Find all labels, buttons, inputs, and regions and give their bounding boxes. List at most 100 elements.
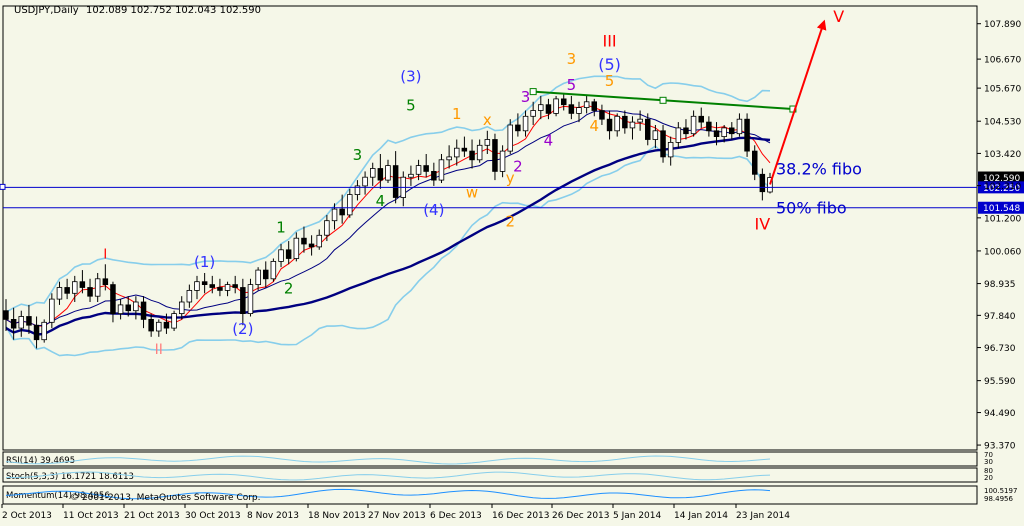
candle: [744, 113, 750, 157]
candle: [752, 145, 758, 181]
wave-label: (2): [232, 320, 253, 338]
candle: [522, 110, 529, 137]
candle-body: [377, 168, 384, 181]
candle-body: [278, 249, 284, 262]
x-tick-label: 27 Nov 2013: [368, 511, 426, 521]
price-tag-label: 102.590: [983, 174, 1020, 184]
candle-body: [171, 313, 177, 329]
candle: [660, 124, 666, 163]
wave-label: 5: [567, 76, 577, 94]
x-tick-label: 8 Nov 2013: [247, 511, 299, 521]
candle: [553, 95, 559, 117]
candle: [171, 310, 177, 332]
candle-body: [56, 287, 63, 300]
candle-body: [561, 98, 567, 106]
candle-body: [683, 127, 689, 135]
wave-label: I: [103, 247, 107, 262]
candle-body: [270, 260, 277, 280]
price-tag: [978, 181, 1024, 194]
candle-body: [744, 118, 750, 152]
candle-body: [72, 281, 78, 294]
chart-header: USDJPY,Daily: [14, 5, 79, 16]
candle-body: [26, 316, 32, 326]
x-tick-label: 5 Jan 2014: [613, 511, 661, 521]
wave-label: 3: [353, 146, 363, 164]
candle: [10, 307, 17, 340]
candle-body: [706, 121, 712, 132]
price-tag-label: 102.250: [983, 184, 1020, 194]
candle-body: [767, 177, 773, 193]
candle: [629, 116, 636, 140]
candle-body: [316, 234, 322, 248]
candle-body: [729, 127, 735, 135]
wave-label: (3): [400, 67, 421, 85]
candle: [599, 104, 605, 125]
candle: [110, 281, 116, 323]
candle: [683, 119, 689, 140]
candle: [721, 124, 727, 143]
trendline-handle: [659, 96, 667, 104]
candle-body: [530, 110, 536, 117]
candle: [102, 264, 109, 291]
candle: [178, 296, 185, 320]
candle-body: [385, 165, 391, 181]
indicator-trace: [5, 488, 771, 500]
y-tick-label: 103.420: [984, 150, 1021, 160]
candle: [492, 133, 498, 181]
wave-label: (4): [423, 201, 444, 219]
candle: [614, 113, 620, 137]
time-axis: 2 Oct 2013 11 Oct 2013 21 Oct 2013 30 Oct 2…: [1, 504, 790, 521]
candle-body: [476, 144, 483, 161]
bollinger-lower: [5, 145, 771, 357]
candle: [270, 258, 277, 282]
indicator-label: Stoch(5,3,3) 16.1721 18.6113: [6, 472, 134, 482]
drawn-objects: [529, 19, 827, 185]
candle: [186, 284, 193, 308]
candle: [606, 110, 613, 140]
indicator-axis-label: 98.4956: [984, 495, 1013, 503]
candle-body: [568, 104, 575, 114]
bollinger-upper: [5, 75, 771, 313]
indicator-axis-label: 100.5197: [984, 487, 1017, 495]
candle: [285, 241, 292, 265]
y-tick-label: 93.370: [984, 442, 1016, 452]
candle: [545, 98, 552, 120]
candle-body: [591, 101, 598, 111]
candle-body: [301, 237, 307, 245]
candle: [675, 122, 682, 149]
candle-body: [759, 173, 766, 193]
candle: [148, 313, 154, 337]
candle-body: [637, 118, 643, 123]
candle: [293, 232, 300, 262]
candle-body: [117, 304, 124, 314]
wave-label: 3: [567, 50, 577, 68]
candle-body: [339, 208, 345, 216]
wave-label: (1): [194, 253, 215, 271]
candle-body: [247, 284, 254, 315]
candle: [377, 154, 384, 189]
y-tick-label: 102.310: [984, 182, 1021, 192]
candle-body: [392, 165, 399, 198]
candle: [79, 270, 86, 294]
candle-body: [125, 304, 132, 312]
wave-label: 4: [544, 131, 554, 149]
candle-body: [331, 208, 338, 222]
candle: [316, 229, 322, 250]
wave-label: 1: [276, 218, 286, 236]
candle: [576, 101, 582, 123]
candle: [591, 98, 598, 117]
candle-body: [240, 287, 246, 315]
indicator-frame: [2, 451, 978, 467]
candle-body: [446, 156, 452, 161]
candle: [94, 272, 101, 302]
candle: [645, 113, 651, 146]
y-tick-label: 94.490: [984, 409, 1016, 419]
candle: [324, 214, 330, 242]
candle: [637, 110, 643, 131]
candle: [33, 316, 40, 349]
candles: [3, 93, 773, 349]
projection-arrow: [769, 19, 827, 185]
candle: [713, 122, 720, 146]
x-tick-label: 11 Oct 2013: [63, 511, 119, 521]
